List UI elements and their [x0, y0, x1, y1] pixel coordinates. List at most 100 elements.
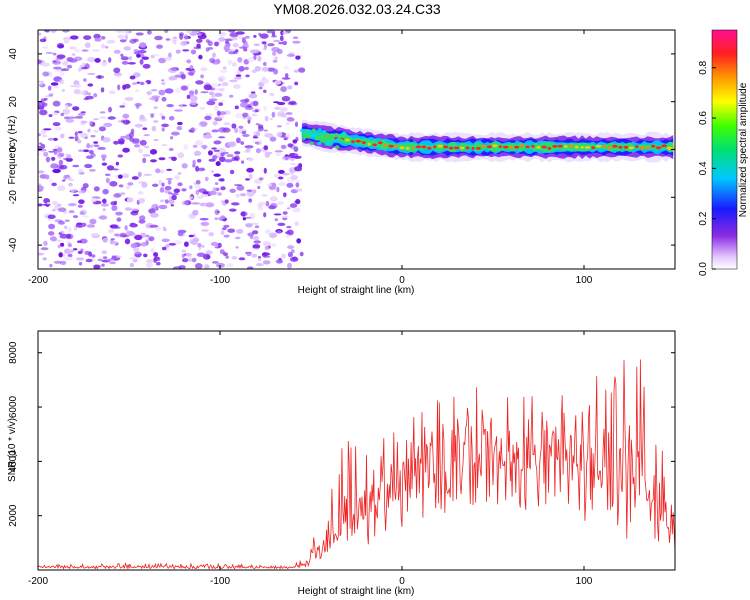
- noise-blob: [63, 38, 70, 44]
- noise-blob: [176, 125, 183, 131]
- noise-blob: [204, 115, 212, 121]
- band-peak: [536, 146, 541, 149]
- noise-blob: [137, 171, 142, 178]
- noise-blob: [44, 174, 50, 180]
- noise-blob: [146, 91, 152, 96]
- band-onset-blob: [313, 132, 318, 137]
- noise-blob: [118, 174, 123, 179]
- noise-blob: [94, 58, 101, 63]
- noise-blob: [189, 185, 193, 190]
- noise-blob: [263, 129, 268, 132]
- noise-blob: [42, 203, 51, 206]
- noise-blob: [101, 61, 108, 67]
- band-peak: [486, 145, 492, 149]
- noise-blob: [175, 87, 181, 94]
- noise-blob: [292, 207, 301, 213]
- noise-blob: [101, 259, 111, 263]
- noise-blob: [52, 200, 58, 206]
- snr-y-tick-label: 2000: [8, 504, 19, 527]
- band-peak: [508, 145, 514, 149]
- noise-blob: [119, 105, 126, 108]
- noise-blob: [94, 37, 102, 42]
- noise-blob: [188, 238, 198, 245]
- noise-blob: [68, 178, 75, 182]
- noise-blob: [248, 198, 253, 203]
- noise-blob: [81, 62, 86, 66]
- noise-blob: [164, 88, 174, 94]
- band-onset-blob: [309, 141, 314, 146]
- noise-blob: [271, 243, 277, 247]
- band-peak: [628, 146, 635, 150]
- noise-blob: [220, 215, 226, 220]
- noise-blob: [200, 67, 208, 72]
- noise-blob: [57, 203, 62, 207]
- noise-blob: [136, 81, 140, 84]
- noise-blob: [61, 89, 65, 92]
- noise-blob: [39, 38, 47, 43]
- noise-blob: [93, 118, 99, 121]
- band-peak: [427, 146, 432, 150]
- noise-blob: [217, 242, 222, 248]
- colorbar-ticks: 0.0 0.2 0.4 0.6 0.8: [698, 60, 716, 276]
- noise-blob: [179, 71, 184, 75]
- noise-blob: [210, 241, 219, 247]
- noise-blob: [150, 159, 157, 163]
- noise-blob: [124, 225, 128, 231]
- noise-blob: [104, 173, 111, 176]
- noise-blob: [271, 111, 276, 118]
- noise-blob: [205, 113, 214, 116]
- noise-blob: [273, 39, 281, 43]
- noise-blob: [38, 170, 45, 174]
- noise-blob: [216, 115, 225, 119]
- noise-blob: [110, 201, 117, 206]
- noise-blob: [93, 33, 101, 39]
- noise-blob: [294, 179, 301, 182]
- noise-blob: [65, 104, 69, 110]
- noise-blob: [122, 101, 127, 107]
- noise-blob: [108, 229, 115, 233]
- noise-blob: [260, 78, 269, 84]
- noise-blob: [99, 116, 107, 119]
- noise-blob: [124, 207, 132, 211]
- noise-blob: [164, 189, 171, 194]
- spectrogram-y-tick-label: 20: [8, 96, 19, 108]
- noise-blob: [200, 74, 205, 79]
- noise-blob: [274, 106, 281, 110]
- noise-blob: [285, 234, 291, 239]
- noise-blob: [142, 157, 147, 164]
- noise-blob: [105, 177, 110, 184]
- noise-blob: [133, 49, 139, 53]
- noise-blob: [287, 245, 295, 250]
- noise-blob: [77, 250, 83, 255]
- noise-blob: [253, 35, 257, 38]
- noise-blob: [214, 209, 220, 216]
- noise-blob: [153, 138, 159, 142]
- noise-blob: [59, 70, 65, 77]
- noise-blob: [282, 40, 288, 46]
- noise-blob: [142, 127, 148, 130]
- noise-blob: [77, 240, 82, 243]
- noise-blob: [161, 127, 165, 132]
- noise-blob: [85, 258, 93, 263]
- noise-blob: [117, 138, 125, 143]
- noise-blob: [153, 120, 159, 123]
- noise-blob: [102, 237, 109, 243]
- noise-blob: [286, 182, 294, 188]
- noise-blob: [212, 187, 217, 192]
- noise-blob: [125, 229, 130, 236]
- noise-blob: [185, 252, 193, 259]
- noise-blob: [263, 105, 267, 112]
- noise-blob: [285, 231, 292, 235]
- noise-blob: [235, 31, 245, 35]
- noise-blob: [236, 228, 244, 234]
- noise-blob: [195, 80, 204, 85]
- noise-blob: [181, 249, 187, 253]
- noise-blob: [232, 43, 239, 48]
- noise-blob: [168, 199, 175, 205]
- noise-blob: [60, 133, 65, 139]
- noise-blob: [229, 94, 234, 98]
- band-peak: [595, 144, 602, 148]
- noise-blob: [188, 234, 194, 238]
- noise-blob: [186, 84, 191, 87]
- noise-blob: [233, 76, 243, 80]
